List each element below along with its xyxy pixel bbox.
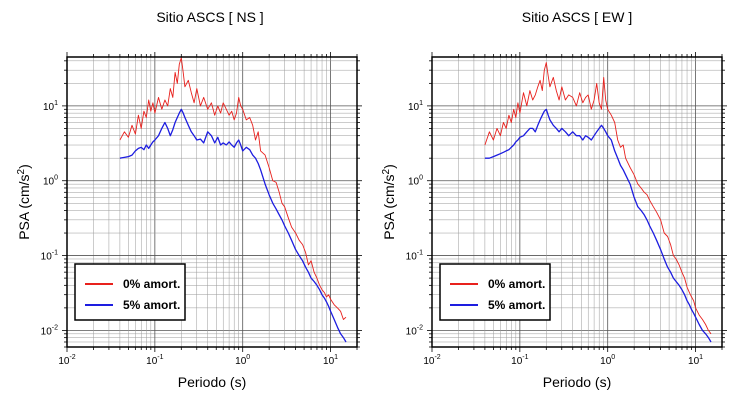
legend-label-damping-5: 5% amort.: [123, 298, 180, 312]
tick-marks: [427, 52, 727, 352]
legend-label-damping-5: 5% amort.: [488, 298, 545, 312]
tick-marks: [62, 52, 362, 352]
x-tick-label: 101: [688, 354, 703, 367]
y-tick-label: 100: [408, 175, 423, 188]
legend-label-damping-0: 0% amort.: [488, 277, 545, 291]
series-line-damping-0: [119, 57, 347, 320]
plot-frame: [66, 56, 358, 348]
x-tick-label: 10-1: [146, 354, 163, 367]
x-tick-label: 10-1: [511, 354, 528, 367]
series-line-damping-5: [119, 108, 347, 343]
x-axis-label: Periodo (s): [543, 374, 611, 390]
y-tick-label: 10-1: [41, 250, 58, 263]
x-tick-label: 10-2: [58, 354, 75, 367]
x-tick-label: 10-2: [423, 354, 440, 367]
y-tick-label: 10-1: [406, 250, 423, 263]
x-axis-label: Periodo (s): [178, 374, 246, 390]
chart-title: Sitio ASCS [ EW ]: [522, 9, 632, 25]
legend: 0% amort. 5% amort.: [439, 263, 551, 321]
x-tick-label: 101: [323, 354, 338, 367]
legend: 0% amort. 5% amort.: [74, 263, 186, 321]
legend-box: [439, 263, 551, 321]
series-line-damping-0: [484, 62, 712, 335]
y-tick-label: 10-2: [41, 324, 58, 337]
chart-panel-1: Sitio ASCS [ NS ] 10-2 10-1 100 101 10-2 10-1 1…: [16, 9, 362, 390]
y-axis-label: PSA (cm/s2): [16, 164, 32, 240]
series-line-damping-5: [484, 108, 712, 343]
x-tick-label: 100: [235, 354, 250, 367]
y-axis-label: PSA (cm/s2): [381, 164, 397, 240]
y-tick-label: 101: [408, 100, 423, 113]
plot-frame: [431, 56, 723, 348]
chart-panel-2: Sitio ASCS [ EW ] 10-2 10-1 100 101 10-2 10-1 1…: [381, 9, 727, 390]
legend-box: [74, 263, 186, 321]
y-tick-label: 10-2: [406, 324, 423, 337]
x-tick-label: 100: [600, 354, 615, 367]
legend-label-damping-0: 0% amort.: [123, 277, 180, 291]
chart-title: Sitio ASCS [ NS ]: [156, 9, 263, 25]
y-tick-label: 101: [43, 100, 58, 113]
y-tick-label: 100: [43, 175, 58, 188]
